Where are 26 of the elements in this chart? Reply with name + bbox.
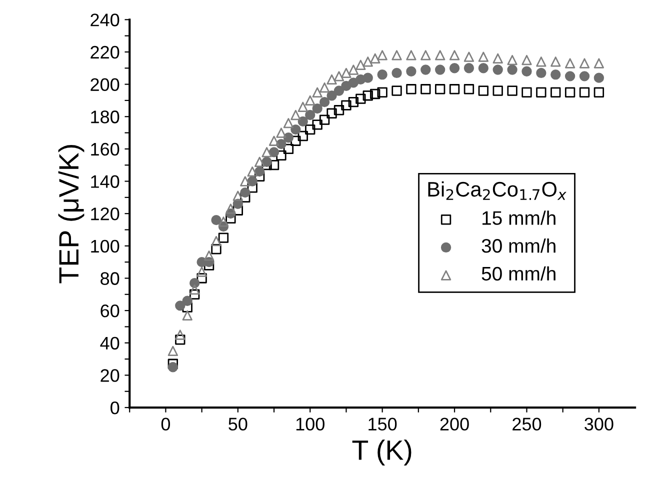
- legend-label: 30 mm/h: [482, 238, 556, 253]
- legend-label: 50 mm/h: [482, 266, 556, 281]
- x-tick-label: 100: [296, 418, 324, 431]
- x-tick-label: 0: [161, 418, 170, 431]
- y-tick-label: 120: [91, 208, 120, 220]
- y-tick-label: 0: [110, 401, 120, 414]
- y-tick-label: 200: [90, 78, 120, 92]
- x-tick-label: 200: [440, 418, 469, 431]
- x-tick-label: 50: [228, 418, 248, 431]
- y-tick-label: 140: [91, 175, 120, 188]
- legend-label: 15 mm/h: [482, 210, 556, 225]
- x-tick-label: 300: [584, 418, 614, 431]
- y-axis-title: TEP (μV/K): [58, 145, 84, 284]
- y-tick-label: 80: [100, 272, 120, 285]
- y-tick-label: 180: [91, 110, 120, 124]
- y-tick-label: 220: [90, 46, 120, 59]
- y-tick-label: 20: [100, 369, 120, 382]
- x-tick-label: 150: [368, 418, 397, 431]
- y-tick-label: 240: [90, 14, 120, 26]
- x-tick-label: 250: [512, 418, 542, 431]
- y-tick-label: 160: [91, 142, 120, 156]
- y-tick-label: 40: [100, 336, 120, 350]
- y-tick-label: 60: [100, 304, 120, 318]
- legend-title: Bi$_{2}$Ca$_{2}$Co$_{1.7}$O$_{x}$: [428, 181, 566, 200]
- x-axis-title: T (K): [352, 440, 412, 466]
- y-tick-label: 100: [91, 240, 120, 253]
